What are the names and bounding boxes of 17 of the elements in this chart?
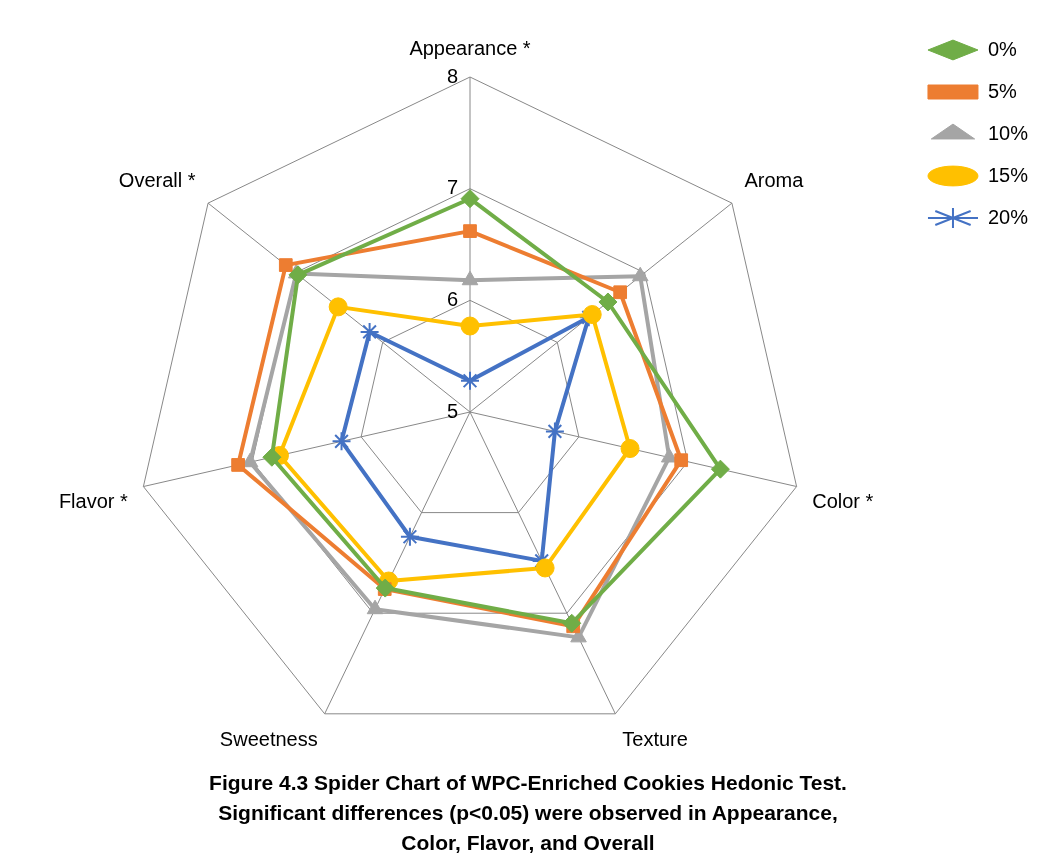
spoke-label: Aroma xyxy=(744,168,805,191)
y-tick-label: 8 xyxy=(446,64,458,87)
legend-label: 20% xyxy=(987,205,1029,228)
y-tick-label: 6 xyxy=(446,287,458,310)
y-tick-label: 5 xyxy=(446,399,458,422)
spoke-label: Color * xyxy=(812,489,874,512)
text: Figure 4.3 Spider Chart of WPC-Enriched Cookies Hedonic Test. Significant differences (p<0.05) were observed in Appearance, Color, Flavor, and Overall xyxy=(208,770,848,856)
legend-label: 15% xyxy=(987,163,1029,186)
legend-label: 0% xyxy=(987,37,1018,60)
legend-label: 5% xyxy=(987,79,1018,102)
spoke-label: Overall * xyxy=(118,168,196,191)
legend-label: 10% xyxy=(987,121,1029,144)
spoke-label: Appearance * xyxy=(409,36,531,59)
spoke-label: Texture xyxy=(622,727,688,750)
spoke-label: Flavor * xyxy=(58,489,129,512)
y-tick-label: 7 xyxy=(446,176,458,199)
spoke-label: Sweetness xyxy=(219,727,318,750)
